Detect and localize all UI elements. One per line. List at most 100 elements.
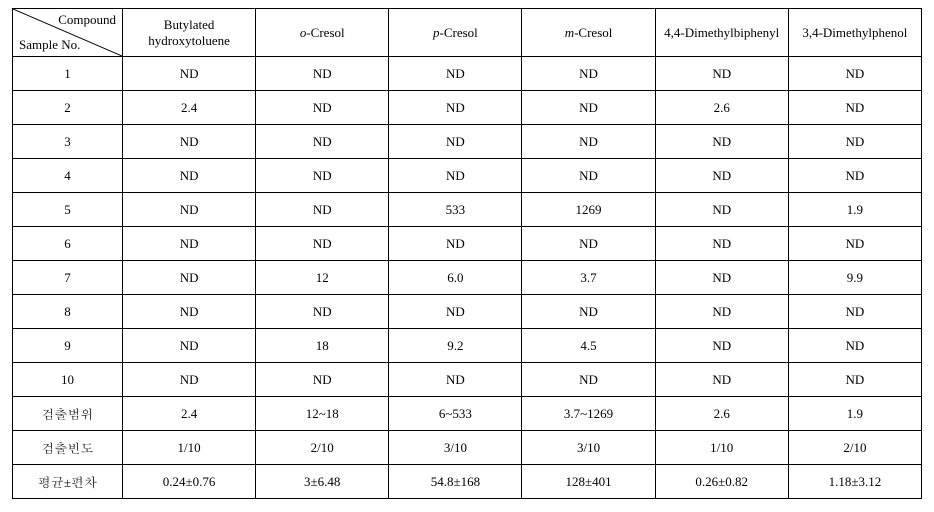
- summary-value-cell: 3/10: [389, 431, 522, 465]
- value-cell: ND: [256, 57, 389, 91]
- value-cell: ND: [788, 57, 921, 91]
- value-cell: ND: [788, 91, 921, 125]
- value-cell: ND: [123, 295, 256, 329]
- value-cell: ND: [522, 363, 655, 397]
- value-cell: ND: [655, 159, 788, 193]
- summary-value-cell: 0.26±0.82: [655, 465, 788, 499]
- value-cell: ND: [389, 227, 522, 261]
- column-header-prefix: m: [565, 25, 574, 40]
- value-cell: ND: [788, 295, 921, 329]
- table-row: 1NDNDNDNDNDND: [13, 57, 922, 91]
- value-cell: ND: [123, 57, 256, 91]
- summary-value-cell: 3/10: [522, 431, 655, 465]
- summary-value-cell: 3±6.48: [256, 465, 389, 499]
- value-cell: ND: [522, 57, 655, 91]
- table-row: 5NDND5331269ND1.9: [13, 193, 922, 227]
- sample-no-cell: 5: [13, 193, 123, 227]
- sample-no-cell: 4: [13, 159, 123, 193]
- value-cell: ND: [522, 159, 655, 193]
- value-cell: ND: [256, 193, 389, 227]
- table-row: 8NDNDNDNDNDND: [13, 295, 922, 329]
- value-cell: ND: [522, 125, 655, 159]
- summary-value-cell: 128±401: [522, 465, 655, 499]
- table-row: 22.4NDNDND2.6ND: [13, 91, 922, 125]
- value-cell: ND: [522, 91, 655, 125]
- table-row: 4NDNDNDNDNDND: [13, 159, 922, 193]
- value-cell: ND: [788, 329, 921, 363]
- column-header-suffix: -Cresol: [574, 25, 612, 40]
- value-cell: 2.6: [655, 91, 788, 125]
- sample-no-cell: 6: [13, 227, 123, 261]
- table-body: 1NDNDNDNDNDND22.4NDNDND2.6ND3NDNDNDNDNDN…: [13, 57, 922, 499]
- value-cell: ND: [655, 193, 788, 227]
- summary-value-cell: 1.9: [788, 397, 921, 431]
- value-cell: ND: [123, 329, 256, 363]
- summary-value-cell: 1.18±3.12: [788, 465, 921, 499]
- value-cell: ND: [522, 227, 655, 261]
- value-cell: ND: [256, 125, 389, 159]
- table-row: 10NDNDNDNDNDND: [13, 363, 922, 397]
- summary-value-cell: 2/10: [788, 431, 921, 465]
- summary-value-cell: 12~18: [256, 397, 389, 431]
- value-cell: ND: [256, 159, 389, 193]
- value-cell: ND: [788, 363, 921, 397]
- summary-value-cell: 1/10: [655, 431, 788, 465]
- value-cell: ND: [123, 159, 256, 193]
- summary-value-cell: 54.8±168: [389, 465, 522, 499]
- value-cell: ND: [123, 227, 256, 261]
- value-cell: ND: [389, 57, 522, 91]
- summary-label-cell: 검출빈도: [13, 431, 123, 465]
- value-cell: 3.7: [522, 261, 655, 295]
- column-header-text: 4,4-Dimethylbiphenyl: [664, 25, 779, 40]
- header-diagonal-cell: CompoundSample No.: [13, 9, 123, 57]
- column-header: 4,4-Dimethylbiphenyl: [655, 9, 788, 57]
- value-cell: 2.4: [123, 91, 256, 125]
- table-row: 6NDNDNDNDNDND: [13, 227, 922, 261]
- value-cell: ND: [655, 329, 788, 363]
- value-cell: ND: [256, 363, 389, 397]
- summary-value-cell: 0.24±0.76: [123, 465, 256, 499]
- sample-no-cell: 1: [13, 57, 123, 91]
- value-cell: ND: [655, 125, 788, 159]
- value-cell: ND: [389, 363, 522, 397]
- value-cell: ND: [522, 295, 655, 329]
- column-header: o-Cresol: [256, 9, 389, 57]
- column-header-text: Butylated hydroxytoluene: [148, 17, 230, 48]
- value-cell: 18: [256, 329, 389, 363]
- value-cell: ND: [655, 295, 788, 329]
- sample-no-cell: 2: [13, 91, 123, 125]
- column-header-text: 3,4-Dimethylphenol: [802, 25, 907, 40]
- value-cell: ND: [389, 125, 522, 159]
- column-header: 3,4-Dimethylphenol: [788, 9, 921, 57]
- column-header-suffix: -Cresol: [440, 25, 478, 40]
- value-cell: 6.0: [389, 261, 522, 295]
- value-cell: ND: [788, 159, 921, 193]
- value-cell: 4.5: [522, 329, 655, 363]
- summary-value-cell: 2.4: [123, 397, 256, 431]
- sample-no-cell: 10: [13, 363, 123, 397]
- value-cell: 1269: [522, 193, 655, 227]
- sample-no-cell: 7: [13, 261, 123, 295]
- summary-row: 검출범위2.412~186~5333.7~12692.61.9: [13, 397, 922, 431]
- column-header: Butylated hydroxytoluene: [123, 9, 256, 57]
- sample-no-cell: 8: [13, 295, 123, 329]
- table-row: 9ND189.24.5NDND: [13, 329, 922, 363]
- value-cell: ND: [655, 261, 788, 295]
- value-cell: ND: [123, 193, 256, 227]
- summary-value-cell: 2.6: [655, 397, 788, 431]
- value-cell: ND: [389, 159, 522, 193]
- value-cell: ND: [655, 57, 788, 91]
- value-cell: ND: [788, 125, 921, 159]
- table-row: 7ND126.03.7ND9.9: [13, 261, 922, 295]
- column-header-suffix: -Cresol: [306, 25, 344, 40]
- value-cell: ND: [123, 363, 256, 397]
- value-cell: ND: [389, 295, 522, 329]
- column-header: m-Cresol: [522, 9, 655, 57]
- value-cell: 9.9: [788, 261, 921, 295]
- value-cell: ND: [256, 295, 389, 329]
- column-header: p-Cresol: [389, 9, 522, 57]
- value-cell: 1.9: [788, 193, 921, 227]
- summary-value-cell: 3.7~1269: [522, 397, 655, 431]
- value-cell: ND: [123, 261, 256, 295]
- sample-no-cell: 3: [13, 125, 123, 159]
